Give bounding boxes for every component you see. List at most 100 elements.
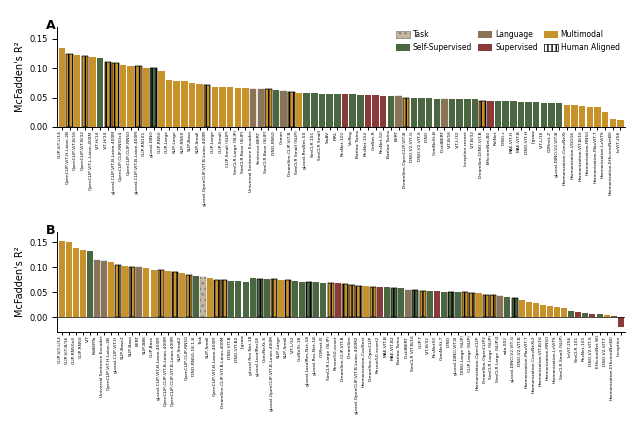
Bar xyxy=(292,281,298,317)
Bar xyxy=(104,62,111,127)
Bar xyxy=(448,292,454,317)
Bar xyxy=(349,94,356,127)
Bar xyxy=(243,282,248,317)
Bar xyxy=(365,95,371,127)
Bar xyxy=(572,105,578,127)
Bar xyxy=(127,66,134,127)
Bar xyxy=(87,251,93,317)
Bar xyxy=(212,87,218,127)
Bar xyxy=(257,89,264,127)
Bar xyxy=(403,97,410,127)
Bar xyxy=(532,303,539,317)
Bar xyxy=(504,297,511,317)
Bar xyxy=(418,97,425,127)
Bar xyxy=(307,282,312,317)
Bar xyxy=(602,112,609,127)
Bar xyxy=(115,265,121,317)
Bar xyxy=(396,97,402,127)
Bar xyxy=(186,275,192,317)
Bar xyxy=(525,102,532,127)
Bar xyxy=(257,278,263,317)
Bar xyxy=(112,63,118,127)
Bar xyxy=(157,269,164,317)
Bar xyxy=(391,288,397,317)
Bar xyxy=(456,99,463,127)
Bar xyxy=(265,89,272,127)
Bar xyxy=(540,305,546,317)
Bar xyxy=(73,248,79,317)
Bar xyxy=(490,295,497,317)
Bar xyxy=(271,279,277,317)
Bar xyxy=(273,90,279,127)
Bar xyxy=(288,92,294,127)
Bar xyxy=(135,66,141,127)
Bar xyxy=(377,287,383,317)
Bar xyxy=(285,280,291,317)
Bar xyxy=(547,306,553,317)
Bar xyxy=(143,268,150,317)
Bar xyxy=(441,292,447,317)
Bar xyxy=(65,242,72,317)
Bar xyxy=(129,267,135,317)
Bar xyxy=(58,241,65,317)
Bar xyxy=(441,99,447,127)
Bar xyxy=(335,283,340,317)
Bar xyxy=(164,271,171,317)
Bar xyxy=(541,103,547,127)
Bar xyxy=(265,89,272,127)
Bar xyxy=(220,87,226,127)
Bar xyxy=(618,317,624,327)
Bar xyxy=(469,293,475,317)
Bar xyxy=(594,107,601,127)
Bar xyxy=(561,308,567,317)
Bar xyxy=(288,92,294,127)
Bar xyxy=(420,290,426,317)
Bar xyxy=(426,97,433,127)
Bar xyxy=(172,272,178,317)
Bar xyxy=(412,290,419,317)
Bar xyxy=(328,283,333,317)
Y-axis label: McFadden's R²: McFadden's R² xyxy=(15,42,25,112)
Bar xyxy=(319,94,325,127)
Bar xyxy=(462,292,468,317)
Bar xyxy=(357,95,364,127)
Bar xyxy=(380,96,387,127)
Bar xyxy=(433,99,440,127)
Bar xyxy=(94,260,100,317)
Bar xyxy=(575,312,581,317)
Bar xyxy=(405,290,412,317)
Bar xyxy=(136,267,142,317)
Bar xyxy=(150,269,157,317)
Bar xyxy=(74,55,81,127)
Bar xyxy=(108,262,114,317)
Bar xyxy=(579,106,586,127)
Bar xyxy=(411,97,417,127)
Bar xyxy=(617,120,623,127)
Bar xyxy=(328,283,333,317)
Bar xyxy=(236,281,241,317)
Bar xyxy=(193,276,199,317)
Bar xyxy=(388,96,394,127)
Bar xyxy=(189,83,195,127)
Bar xyxy=(321,283,326,317)
Bar xyxy=(186,275,192,317)
Bar xyxy=(179,273,185,317)
Bar xyxy=(487,100,493,127)
Bar xyxy=(314,282,319,317)
Bar xyxy=(89,57,96,127)
Bar xyxy=(157,269,164,317)
Bar xyxy=(582,313,588,317)
Bar xyxy=(303,93,310,127)
Bar xyxy=(363,286,369,317)
Bar xyxy=(349,284,355,317)
Bar xyxy=(158,70,164,127)
Bar xyxy=(548,103,555,127)
Bar xyxy=(67,54,73,127)
Bar xyxy=(81,56,88,127)
Bar xyxy=(483,295,489,317)
Bar xyxy=(271,279,277,317)
Bar xyxy=(81,56,88,127)
Bar xyxy=(264,279,270,317)
Bar xyxy=(370,287,376,317)
Bar xyxy=(166,80,172,127)
